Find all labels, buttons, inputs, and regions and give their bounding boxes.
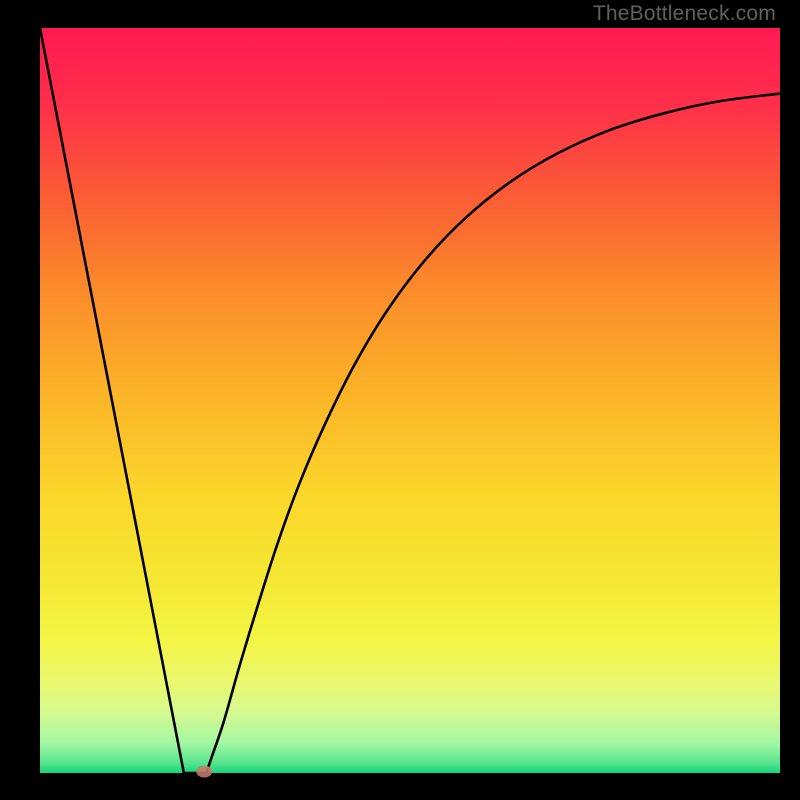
plot-background [40,28,780,773]
minimum-marker [196,766,212,778]
bottleneck-chart [0,0,800,800]
watermark-text: TheBottleneck.com [593,2,776,26]
